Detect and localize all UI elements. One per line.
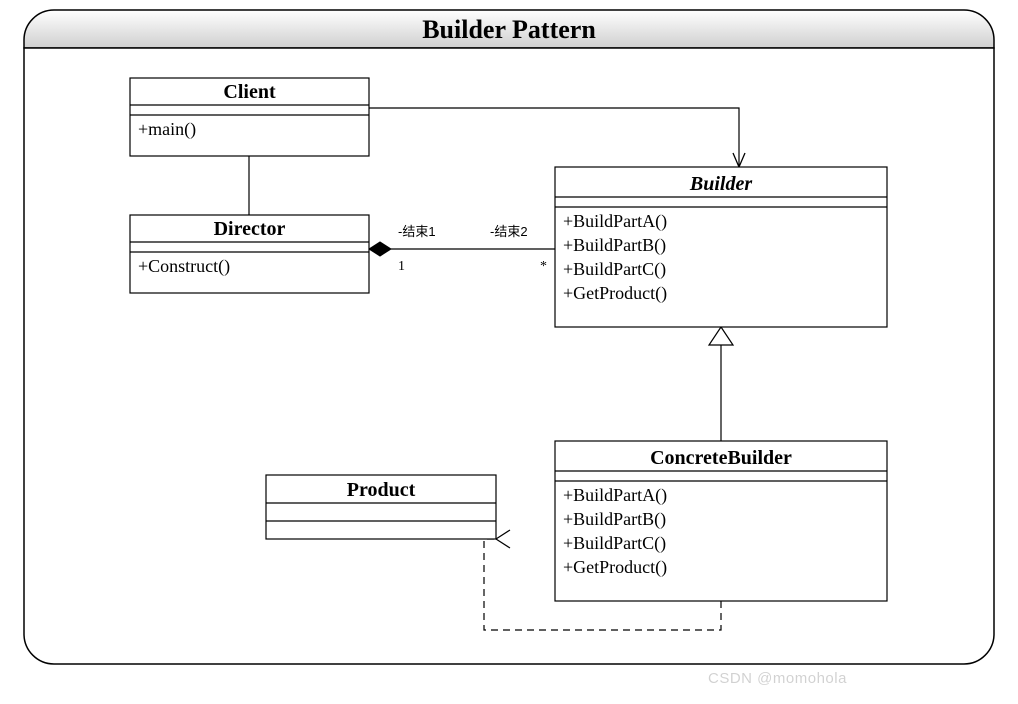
class-director: Director +Construct() <box>130 215 369 293</box>
class-client-method-0: +main() <box>138 119 196 140</box>
class-builder-method-1: +BuildPartB() <box>563 235 666 256</box>
class-name-product: Product <box>347 479 416 501</box>
class-concreteBuilder-method-1: +BuildPartB() <box>563 509 666 530</box>
class-name-client: Client <box>223 81 276 103</box>
class-builder: Builder +BuildPartA() +BuildPartB() +BuildP… <box>555 167 887 327</box>
mult-1: 1 <box>398 259 405 274</box>
class-name-concreteBuilder: ConcreteBuilder <box>650 447 792 469</box>
class-builder-method-0: +BuildPartA() <box>563 211 667 232</box>
label-end1: -结束1 <box>398 224 436 239</box>
class-director-method-0: +Construct() <box>138 256 230 277</box>
class-concreteBuilder-method-3: +GetProduct() <box>563 557 667 578</box>
uml-svg: Builder Pattern -结束1 -结束2 1 * Client +main()… <box>0 0 1018 704</box>
diagram-stage: Builder Pattern -结束1 -结束2 1 * Client +main()… <box>0 0 1018 704</box>
mult-star: * <box>540 259 547 274</box>
class-client: Client +main() <box>130 78 369 156</box>
class-concreteBuilder-method-0: +BuildPartA() <box>563 485 667 506</box>
class-builder-method-2: +BuildPartC() <box>563 259 666 280</box>
class-name-director: Director <box>214 218 286 240</box>
class-name-builder: Builder <box>689 173 752 195</box>
class-concreteBuilder-method-2: +BuildPartC() <box>563 533 666 554</box>
watermark: CSDN @momohola <box>708 670 847 687</box>
class-product: Product <box>266 475 496 539</box>
class-concreteBuilder: ConcreteBuilder +BuildPartA() +BuildPartB(… <box>555 441 887 601</box>
label-end2: -结束2 <box>490 224 528 239</box>
class-builder-method-3: +GetProduct() <box>563 283 667 304</box>
diagram-title: Builder Pattern <box>422 15 596 44</box>
